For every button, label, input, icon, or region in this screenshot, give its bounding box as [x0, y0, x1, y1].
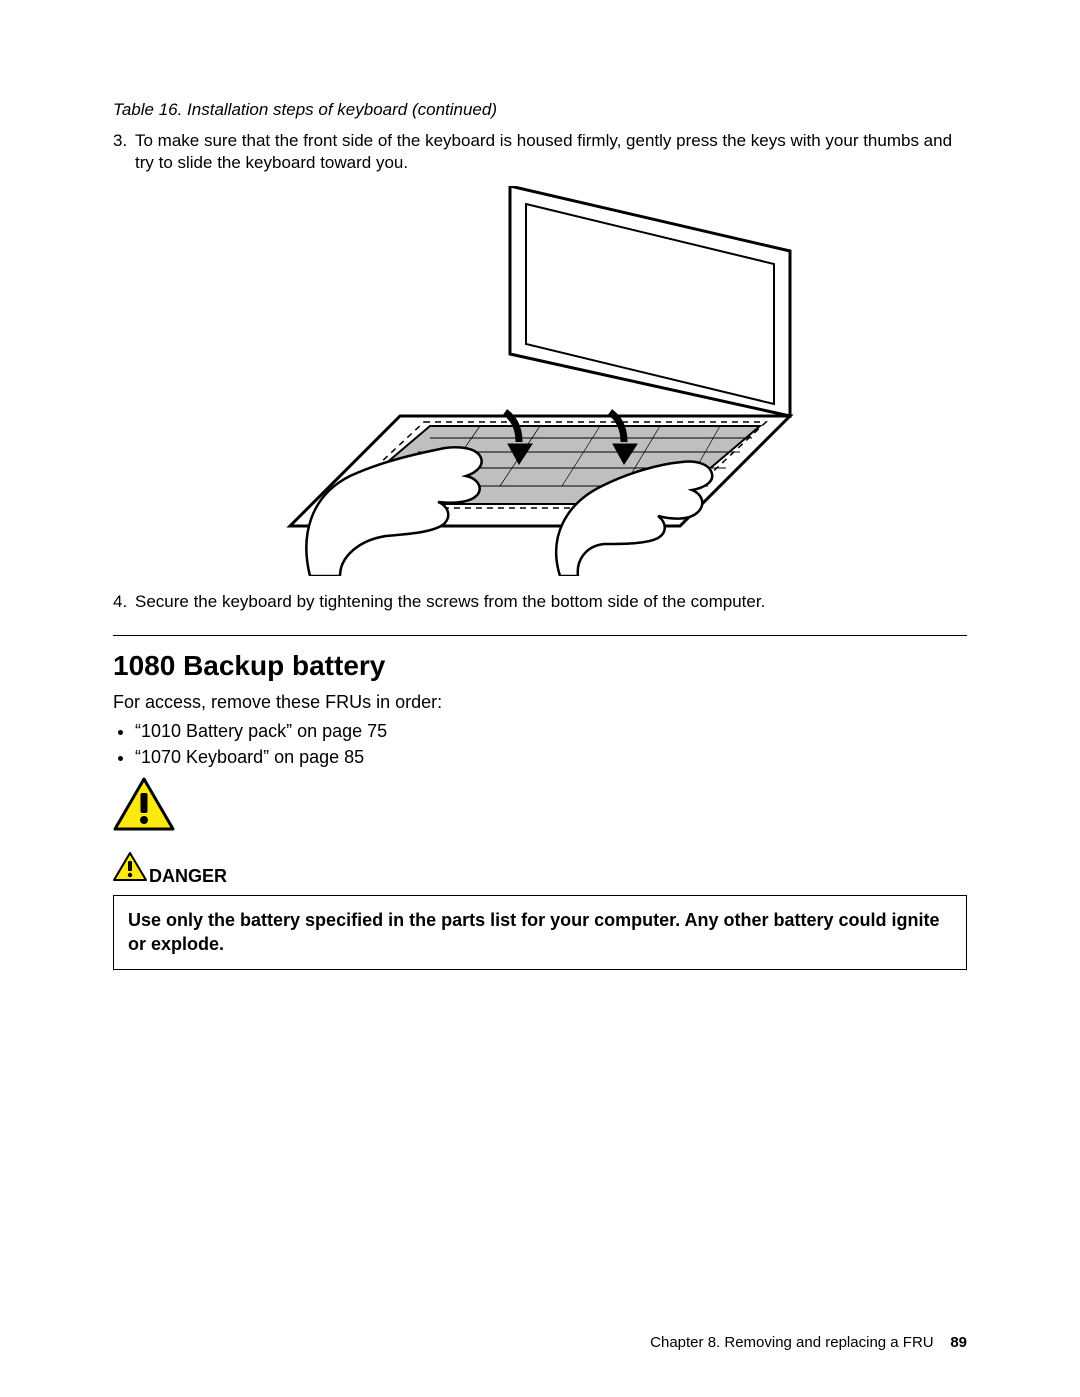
warning-icon [113, 777, 967, 832]
footer-page-number: 89 [950, 1334, 967, 1351]
footer-chapter: Chapter 8. Removing and replacing a FRU [650, 1334, 933, 1351]
warning-icon-small [113, 852, 147, 887]
table-caption: Table 16. Installation steps of keyboard… [113, 100, 967, 120]
section-heading: 1080 Backup battery [113, 650, 967, 682]
section-divider [113, 635, 967, 636]
step-4-text: Secure the keyboard by tightening the sc… [135, 591, 765, 613]
document-page: Table 16. Installation steps of keyboard… [0, 0, 1080, 1397]
page-footer: Chapter 8. Removing and replacing a FRU … [650, 1334, 967, 1351]
access-intro: For access, remove these FRUs in order: [113, 690, 967, 714]
danger-box: Use only the battery specified in the pa… [113, 895, 967, 970]
danger-heading: DANGER [113, 852, 967, 887]
danger-label: DANGER [149, 866, 227, 887]
step-4: 4. Secure the keyboard by tightening the… [113, 591, 967, 613]
step-3: 3. To make sure that the front side of t… [113, 130, 967, 174]
keyboard-install-illustration [113, 186, 967, 581]
fru-list: “1010 Battery pack” on page 75 “1070 Key… [113, 719, 967, 770]
step-3-number: 3. [113, 130, 135, 174]
fru-item: “1070 Keyboard” on page 85 [135, 745, 967, 769]
step-4-number: 4. [113, 591, 135, 613]
fru-item: “1010 Battery pack” on page 75 [135, 719, 967, 743]
step-3-text: To make sure that the front side of the … [135, 130, 967, 174]
